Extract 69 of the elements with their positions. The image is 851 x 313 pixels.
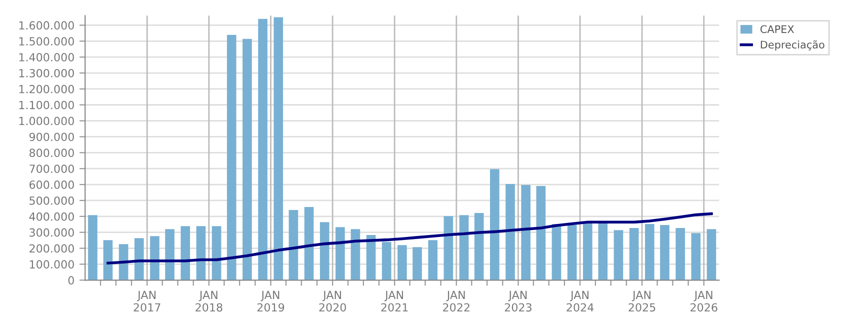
- bar: [103, 240, 113, 280]
- x-tick-label: JAN 2023: [504, 290, 532, 312]
- y-tick-label: 1.400.000: [19, 53, 74, 62]
- bar: [336, 227, 345, 280]
- bar: [274, 17, 284, 280]
- bar: [212, 226, 222, 280]
- y-tick-label: 400.000: [29, 212, 74, 221]
- legend-label: Depreciação: [760, 40, 824, 51]
- bar: [459, 215, 469, 280]
- bar: [242, 38, 252, 280]
- bar: [304, 207, 314, 280]
- bar: [706, 229, 716, 280]
- y-tick-label: 900.000: [29, 132, 74, 142]
- x-tick-label: JAN 2017: [134, 290, 160, 312]
- y-tick-label: 100.000: [30, 260, 74, 269]
- bar: [691, 233, 701, 280]
- y-tick-label: 1.600.000: [19, 21, 74, 30]
- x-tick-label: JAN 2024: [566, 290, 594, 312]
- y-tick-label: 0: [68, 276, 74, 285]
- x-tick-label: JAN 2019: [257, 290, 284, 312]
- bar: [320, 222, 330, 280]
- x-tick-label: JAN 2018: [196, 290, 222, 312]
- y-tick-label: 1.000.000: [19, 116, 74, 126]
- y-tick-label: 1.300.000: [19, 68, 74, 78]
- legend-label: CAPEX: [760, 25, 794, 34]
- bar: [150, 236, 160, 280]
- bar: [490, 169, 500, 280]
- bar: [382, 242, 392, 280]
- bar: [398, 245, 407, 280]
- bar: [180, 226, 190, 280]
- bar: [660, 225, 670, 280]
- y-tick-label: 1.200.000: [19, 84, 74, 94]
- bar: [598, 222, 608, 280]
- x-tick-label: JAN 2026: [690, 290, 718, 312]
- bar: [412, 247, 422, 280]
- x-tick-label: JAN 2021: [381, 290, 408, 312]
- bar: [582, 222, 592, 280]
- bar: [629, 228, 639, 280]
- bar: [134, 238, 144, 280]
- bar: [536, 186, 546, 280]
- bar: [350, 229, 360, 280]
- bar: [444, 216, 454, 280]
- bar: [506, 184, 515, 280]
- bar: [521, 185, 530, 280]
- y-tick-label: 800.000: [29, 148, 74, 158]
- bar: [614, 230, 624, 280]
- bar: [165, 229, 174, 280]
- y-tick-label: 1.100.000: [19, 100, 74, 110]
- x-tick-label: JAN 2020: [319, 290, 346, 312]
- y-tick-label: 200.000: [30, 244, 74, 253]
- line-series: [106, 212, 713, 264]
- y-tick-label: 700.000: [30, 164, 74, 173]
- bar: [567, 225, 577, 280]
- bar: [644, 224, 654, 280]
- y-tick-label: 300.000: [30, 228, 74, 237]
- x-tick-label: JAN 2022: [443, 290, 470, 312]
- x-tick-label: JAN 2025: [628, 290, 656, 312]
- bar: [552, 224, 562, 280]
- y-tick-label: 1.500.000: [19, 37, 74, 46]
- bar: [288, 210, 298, 280]
- bar: [88, 215, 98, 280]
- y-tick-label: 500.000: [30, 196, 74, 205]
- bar: [258, 18, 268, 280]
- bar: [196, 226, 206, 280]
- y-tick-label: 600.000: [30, 180, 74, 189]
- bar: [428, 240, 438, 280]
- bar: [676, 228, 685, 280]
- bar: [226, 34, 236, 280]
- bar: [474, 213, 484, 280]
